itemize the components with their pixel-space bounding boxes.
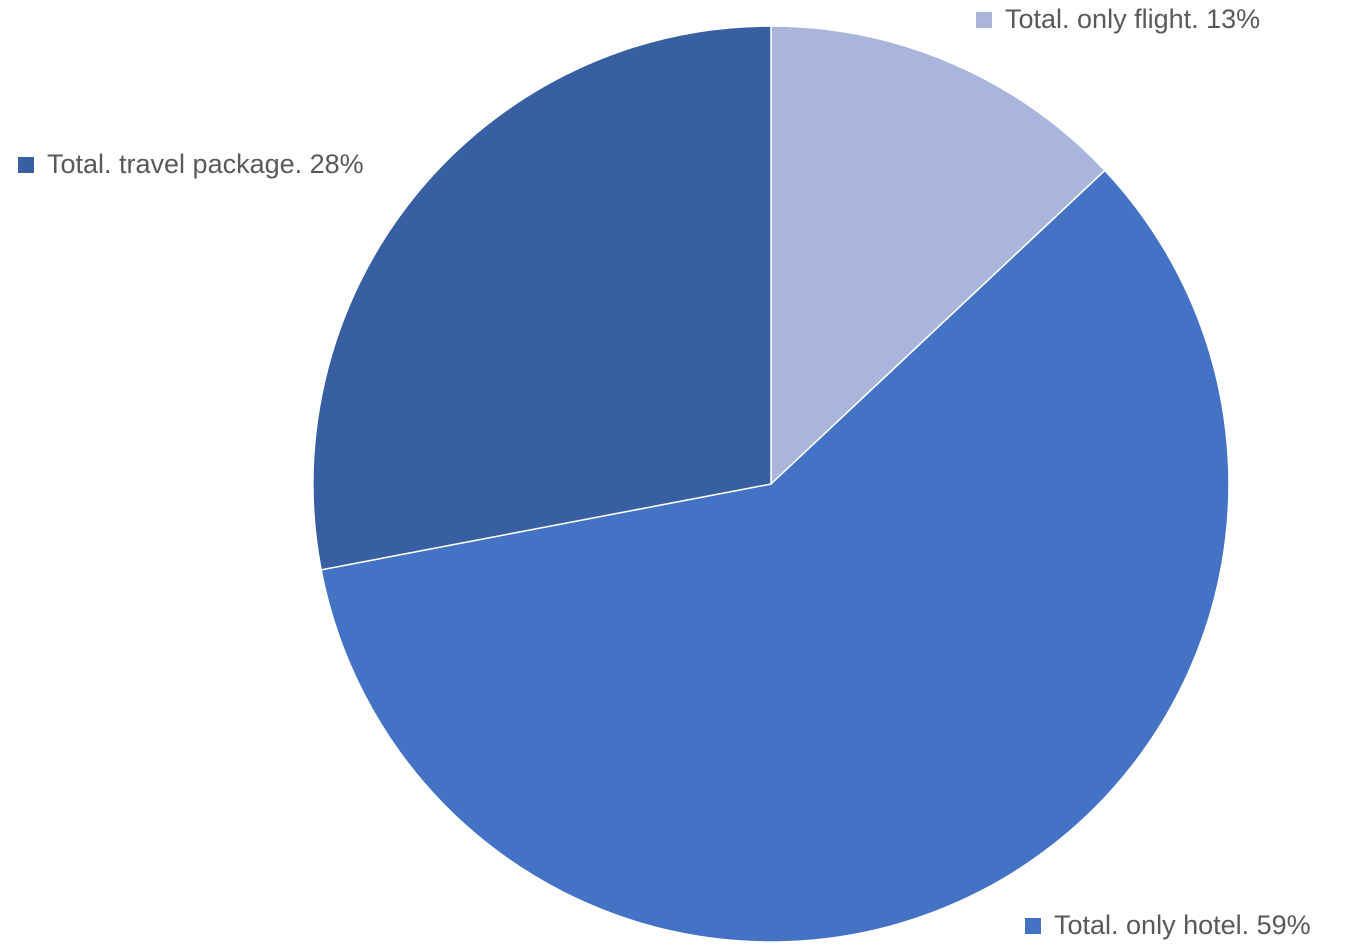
pie-slice-travel-package bbox=[312, 25, 772, 571]
legend-label-only-flight: Total. only flight. 13% bbox=[1005, 4, 1261, 34]
legend-label-only-hotel: Total. only hotel. 59% bbox=[1054, 910, 1311, 940]
legend-item-travel-package: Total. travel package. 28% bbox=[18, 149, 364, 180]
pie-slice-only-flight bbox=[770, 25, 1106, 486]
legend-label-travel-package: Total. travel package. 28% bbox=[47, 149, 364, 179]
legend-swatch-travel-package bbox=[18, 156, 34, 173]
pie-slice-only-hotel bbox=[320, 169, 1230, 943]
legend-swatch-only-hotel bbox=[1025, 917, 1041, 934]
legend-item-only-hotel: Total. only hotel. 59% bbox=[1025, 910, 1311, 941]
pie-slices bbox=[312, 25, 1230, 943]
legend-swatch-only-flight bbox=[976, 11, 992, 28]
legend-item-only-flight: Total. only flight. 13% bbox=[976, 4, 1260, 35]
